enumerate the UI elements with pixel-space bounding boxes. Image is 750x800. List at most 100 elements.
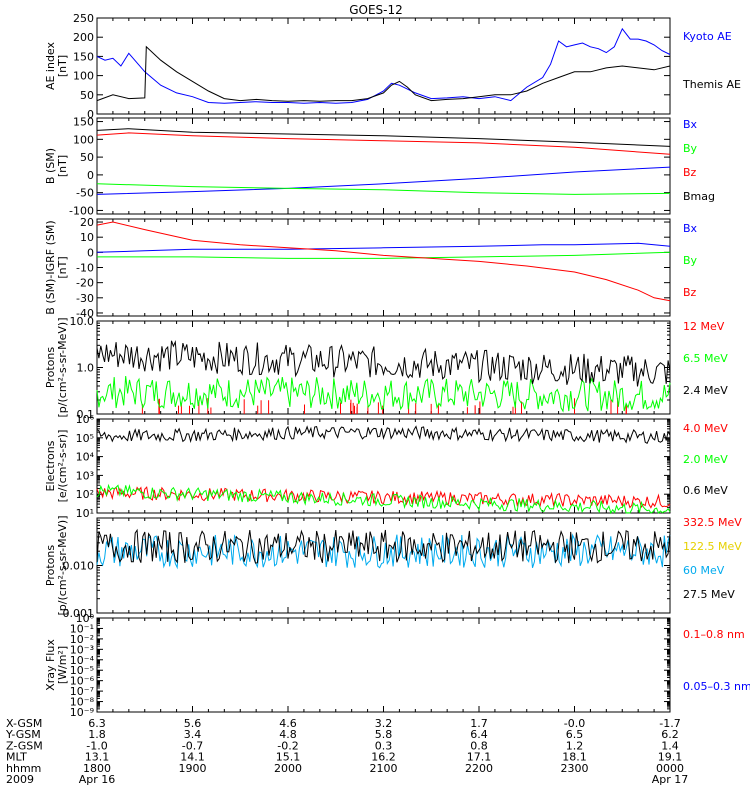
y-tick-label: 10⁻⁶ <box>70 675 95 688</box>
y-axis-title: [e/(cm²-s-sr)] <box>56 430 69 503</box>
series-bmag-line <box>96 128 671 147</box>
y-tick-label: 10⁻³ <box>70 643 94 656</box>
y-tick-label: 10⁻⁹ <box>70 706 94 719</box>
series-kyoto-ae-line <box>96 27 671 104</box>
ephem-value: 3.4 <box>184 728 202 741</box>
y-tick-label: 10⁻⁵ <box>70 664 94 677</box>
y-tick-label: 150 <box>73 50 94 63</box>
series-332-5-mev-legend: 332.5 MeV <box>683 516 742 529</box>
ephem-value: 13.1 <box>85 751 110 764</box>
ephem-value: 2200 <box>465 762 493 775</box>
ephem-value: 16.2 <box>371 751 396 764</box>
series-0-1-0-8-nm-legend: 0.1–0.8 nm <box>683 628 745 641</box>
y-tick-label: 10⁴ <box>76 451 95 464</box>
series-by-legend: By <box>683 254 698 267</box>
panel-frame <box>96 517 671 614</box>
y-tick-label: 0 <box>87 169 94 182</box>
y-tick-label: 100 <box>73 70 94 83</box>
series-2-0-mev-legend: 2.0 MeV <box>683 453 728 466</box>
plot-title: GOES-12 <box>349 3 403 17</box>
series-by-legend: By <box>683 142 698 155</box>
ephem-value: Apr 16 <box>79 773 116 786</box>
y-axis-title: AE index <box>44 41 57 90</box>
series-2-4-mev-line <box>96 340 671 387</box>
panel-frame <box>96 17 671 115</box>
series-0-6-mev-legend: 0.6 MeV <box>683 484 728 497</box>
y-tick-label: 0 <box>87 108 94 121</box>
series-6-5-mev-legend: 6.5 MeV <box>683 352 728 365</box>
panel-frame <box>96 218 671 317</box>
y-tick-label: 200 <box>73 31 94 44</box>
series-0-05-0-3-nm-legend: 0.05–0.3 nm <box>683 680 750 693</box>
series-by-line <box>97 251 671 259</box>
ephem-value: 2000 <box>274 762 302 775</box>
y-tick-label: 10² <box>76 488 94 501</box>
y-axis-title: B (SM)-IGRF (SM) <box>44 220 57 314</box>
y-tick-label: 10 <box>80 231 94 244</box>
series-bx-line <box>96 166 671 195</box>
y-tick-label: -30 <box>76 292 94 305</box>
series-2-0-mev-line <box>96 483 671 515</box>
ephem-row-label: MLT <box>6 751 27 764</box>
ephem-value: 19.1 <box>658 751 683 764</box>
y-tick-label: 0 <box>87 246 94 259</box>
series-kyoto-ae-legend: Kyoto AE <box>683 30 732 43</box>
y-tick-label: 1.0 <box>77 362 95 375</box>
series-2-4-mev-legend: 2.4 MeV <box>683 384 728 397</box>
series-27-5-mev-legend: 27.5 MeV <box>683 588 735 601</box>
series-12-mev-line <box>141 398 627 414</box>
ephem-value: 1.4 <box>661 739 679 752</box>
series-0-6-mev-line <box>96 425 671 445</box>
ephem-value: 6.4 <box>470 728 488 741</box>
y-tick-label: 250 <box>73 12 94 25</box>
y-axis-title: [p/(cm²-s-sr-MeV)] <box>56 516 69 616</box>
y-axis-title: Electrons <box>44 440 57 491</box>
ephem-row-label: X-GSM <box>6 717 42 730</box>
series-bz-line <box>96 132 671 155</box>
panel-4: 0.1 1.0 10.0 Protons [p/(cm²-s-sr-MeV)] 12 Me… <box>44 315 728 421</box>
series-12-mev-legend: 12 MeV <box>683 320 725 333</box>
y-tick-label: 10⁵ <box>76 432 94 445</box>
ephem-value: 14.1 <box>180 751 205 764</box>
y-tick-label: 0.001 <box>63 607 95 620</box>
y-tick-label: 10⁻⁴ <box>70 654 95 667</box>
y-tick-label: 10⁻⁷ <box>70 685 94 698</box>
series-bz-legend: Bz <box>683 286 697 299</box>
y-tick-label: 50 <box>80 89 94 102</box>
panel-6: 0.001 0.010 Protons [p/(cm²-s-sr-MeV)] 332.5… <box>44 516 742 621</box>
series-themis-ae-legend: Themis AE <box>682 78 741 91</box>
x-axis-ephemeris-table: X-GSM 6.3 5.6 4.6 3.2 1.7 -0.0 -1.7 Y-GSM 1.8 3.4 4… <box>5 717 688 786</box>
ephem-value: 4.6 <box>279 717 297 730</box>
ephem-value: 2100 <box>370 762 398 775</box>
ephem-value: -0.0 <box>564 717 585 730</box>
y-tick-label: 10⁻¹ <box>70 622 94 635</box>
ephem-value: 5.8 <box>375 728 393 741</box>
ephem-value: 1.7 <box>470 717 488 730</box>
y-tick-label: 10⁻⁸ <box>70 696 95 709</box>
series-60-mev-line <box>96 533 671 570</box>
y-tick-label: -10 <box>76 262 94 275</box>
y-tick-label: 20 <box>80 216 94 229</box>
y-tick-label: 10⁻² <box>70 633 94 646</box>
series-122-5-mev-legend: 122.5 MeV <box>683 540 742 553</box>
y-axis-title: B (SM) <box>44 148 57 184</box>
series-6-5-mev-line <box>96 375 671 413</box>
ephem-value: 5.6 <box>184 717 202 730</box>
y-tick-label: -20 <box>76 277 94 290</box>
series-bmag-legend: Bmag <box>683 190 715 203</box>
series-4-0-mev-legend: 4.0 MeV <box>683 422 728 435</box>
y-tick-label: 10¹ <box>76 507 94 520</box>
y-tick-label: 50 <box>80 151 94 164</box>
ephem-row-label: hhmm <box>6 762 41 775</box>
series-themis-ae-line <box>96 45 671 102</box>
y-tick-label: 10³ <box>76 469 94 482</box>
ephem-value: -1.7 <box>659 717 680 730</box>
y-tick-label: 10.0 <box>70 315 95 328</box>
ephem-value: 18.1 <box>562 751 587 764</box>
y-axis-title: [nT] <box>56 256 69 278</box>
ephem-value: 6.2 <box>661 728 679 741</box>
ephem-value: 17.1 <box>467 751 492 764</box>
ephem-value: 6.3 <box>88 717 106 730</box>
